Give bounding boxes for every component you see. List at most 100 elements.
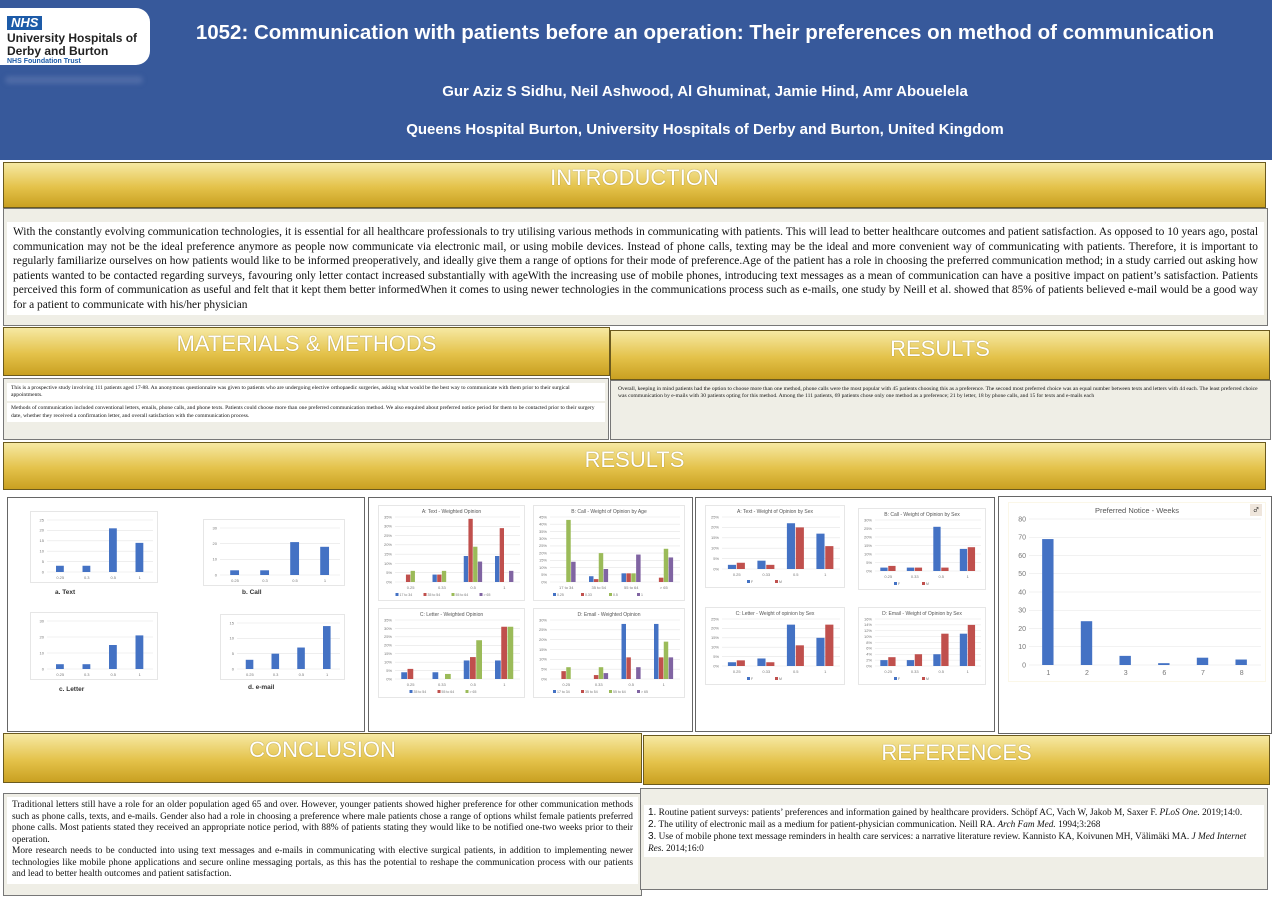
- x-tick-label: 0.5: [110, 575, 116, 580]
- y-tick-label: 14%: [864, 622, 872, 627]
- reference-journal: Arch Fam Med.: [997, 820, 1056, 830]
- chart-title: A: Text - Weight of Opinion by Sex: [737, 509, 813, 515]
- x-tick-label: 0.3: [262, 578, 268, 583]
- y-tick-label: 10: [230, 636, 235, 641]
- y-tick-label: 20%: [539, 637, 547, 642]
- bar-35-to-54-1: [499, 528, 504, 582]
- poster-header: NHS University Hospitals of Derby and Bu…: [0, 0, 1272, 160]
- chart-title: C: Letter - Weighted Opinion: [420, 612, 483, 618]
- x-tick-label: 0.5: [938, 669, 944, 674]
- bar-35-to-54-0.33: [432, 672, 439, 679]
- y-tick-label: 10%: [711, 645, 719, 650]
- conclusion-text: Traditional letters still have a role fo…: [7, 797, 638, 884]
- bar-F-0.5: [933, 654, 941, 666]
- bar-F-0.25: [880, 660, 888, 666]
- bar-M-0.5: [795, 527, 804, 569]
- bar-17-to-34-1: [495, 556, 500, 582]
- chart-email-counts: 0 5 10 15 0.25 0.3 0.5 1: [220, 614, 345, 680]
- y-tick-label: 30: [213, 525, 218, 530]
- results-heading: RESULTS: [3, 442, 1266, 490]
- x-tick-label: 1: [503, 585, 506, 590]
- y-tick-label: 25%: [384, 533, 392, 538]
- chart-svg: 0 5 10 15 20 25 0.25 0.3 0.5 1: [40, 517, 153, 580]
- bar-0-33-55 to 64: [626, 573, 631, 582]
- chart-svg: 0 5 10 15 0.25 0.3 0.5 1: [230, 620, 340, 677]
- y-tick-label: 80: [1018, 516, 1026, 523]
- legend-label: 55 to 64: [613, 690, 626, 694]
- chart-title: B: Call - Weight of Opinion by Age: [571, 509, 647, 515]
- y-tick-label: 30: [1018, 608, 1026, 615]
- bar--65-0.33: [603, 673, 609, 679]
- legend-label: > 65: [641, 690, 648, 694]
- y-tick-label: 25%: [864, 526, 872, 531]
- y-tick-label: 10: [40, 650, 45, 655]
- legend-label: 35 to 54: [428, 593, 441, 597]
- reference-journal: J Med Internet Res.: [648, 832, 1247, 854]
- bar-55-to-64-0.25: [407, 668, 414, 679]
- y-tick-label: 30%: [384, 626, 392, 631]
- legend-swatch: [581, 593, 584, 596]
- x-tick-label: 0.25: [733, 572, 742, 577]
- chart-title: B: Call - Weight of Opinion by Sex: [884, 512, 960, 518]
- bar-F-0.33: [757, 560, 766, 569]
- chart-call-age: B: Call - Weight of Opinion by Age 0% 5% 10…: [533, 505, 685, 601]
- chart-letter-counts: 0 10 20 30 0.25 0.3 0.5 1: [30, 612, 158, 680]
- chart-svg: A: Text - Weighted Opinion 0% 5% 10% 15% 20% 2…: [384, 509, 520, 597]
- y-tick-label: 40: [1018, 589, 1026, 596]
- bar-M-0.33: [914, 654, 923, 666]
- bar-Weeks-7: [1196, 657, 1209, 665]
- bar-1-17 to 34: [571, 561, 576, 582]
- y-tick-label: 30: [40, 618, 45, 623]
- bar-0-25-35 to 54: [589, 576, 594, 582]
- y-tick-label: 0: [232, 666, 235, 671]
- x-tick-label: 0.25: [884, 669, 893, 674]
- y-tick-label: 20%: [384, 542, 392, 547]
- legend-label: M: [779, 677, 782, 681]
- bar-M-0.25: [736, 660, 745, 666]
- x-tick-label: 0.33: [762, 572, 771, 577]
- y-tick-label: 0%: [541, 579, 547, 584]
- y-tick-label: 0%: [541, 676, 547, 681]
- x-tick-label: 0.33: [438, 682, 447, 687]
- y-tick-label: 10%: [384, 659, 392, 664]
- chart-letter-sex: C: Letter - Weight of opinion by Sex 0% 5%…: [705, 607, 845, 685]
- bar-55-to-64-1: [663, 641, 669, 679]
- y-tick-label: 30%: [539, 536, 547, 541]
- org-name-line3: NHS Foundation Trust: [7, 58, 81, 65]
- bar-M-0.25: [888, 657, 896, 666]
- bar-35-to-54-0.33: [593, 675, 599, 679]
- y-tick-label: 35%: [384, 617, 392, 622]
- legend-swatch: [775, 677, 778, 680]
- bar-55-to-64-0.5: [470, 657, 476, 679]
- x-tick-label: > 65: [660, 585, 669, 590]
- y-tick-label: 8%: [866, 640, 872, 645]
- authors: Gur Aziz S Sidhu, Neil Ashwood, Al Ghumi…: [442, 83, 968, 100]
- x-tick-label: 0.5: [793, 572, 799, 577]
- methods-heading: MATERIALS & METHODS: [3, 327, 610, 376]
- x-tick-label: 0.33: [438, 585, 447, 590]
- bar-17-to-34-1: [654, 623, 659, 679]
- y-tick-label: 2%: [866, 657, 872, 662]
- chart-title: A: Text - Weighted Opinion: [422, 509, 482, 515]
- legend-swatch: [437, 690, 441, 693]
- caption-call: b. Call: [242, 589, 262, 596]
- x-tick-label: 0.5: [470, 585, 476, 590]
- results-summary-text: Overall, keeping in mind patients had th…: [618, 386, 1258, 400]
- y-tick-label: 20%: [711, 525, 719, 530]
- legend-swatch: [423, 593, 427, 596]
- legend-swatch: [451, 593, 455, 596]
- bar-55-to-64-0.33: [598, 667, 604, 679]
- bar-Text-0.25: [56, 565, 64, 572]
- x-tick-label: 0.3: [84, 672, 90, 677]
- y-tick-label: 0: [42, 666, 45, 671]
- x-tick-label: 55 to 64: [624, 585, 639, 590]
- chart-title: D: Email - Weight of Opinion by Sex: [882, 611, 962, 617]
- y-tick-label: 10%: [864, 634, 872, 639]
- legend-swatch: [637, 690, 640, 693]
- bar-Call-0.25: [230, 570, 240, 575]
- chart-preferred-notice: Preferred Notice - Weeks 0 10 20 30 40 50 60 70 8…: [1008, 502, 1266, 682]
- x-tick-label: 0.25: [246, 672, 255, 677]
- chart-title: C: Letter - Weight of opinion by Sex: [736, 611, 815, 617]
- legend-label: 1: [641, 593, 643, 597]
- y-tick-label: 6%: [866, 646, 872, 651]
